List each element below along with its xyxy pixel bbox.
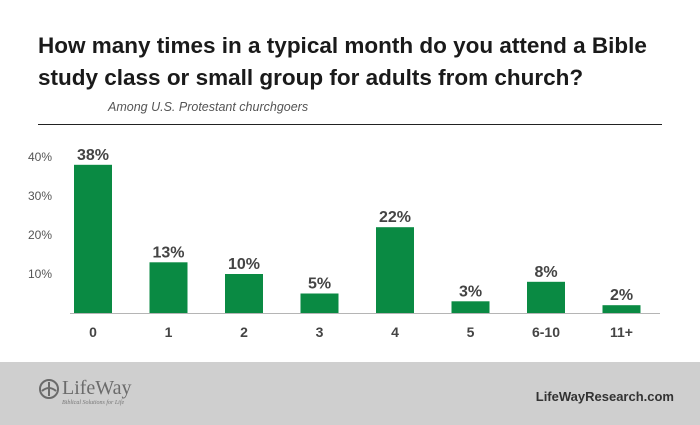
bar-data-label: 3% (459, 283, 482, 300)
bar (225, 274, 263, 313)
lifeway-logo-icon (39, 379, 59, 399)
bar-data-label: 5% (308, 276, 331, 293)
bar-data-label: 2% (610, 287, 633, 304)
bar (376, 227, 414, 313)
y-tick-label: 40% (28, 150, 52, 164)
chart-subtitle: Among U.S. Protestant churchgoers (108, 100, 309, 114)
bar-data-label: 38% (77, 147, 109, 164)
x-tick-label: 4 (391, 324, 399, 340)
bar-chart: 10% 20% 30% 40% 38% 0 13% 1 10% 2 5% 3 22% 4 3% 5 8% 6-10… (28, 147, 660, 340)
y-tick-label: 20% (28, 228, 52, 242)
bar (149, 262, 188, 313)
lifeway-logo: LifeWay Biblical Solutions for Life (38, 376, 148, 412)
logo-tagline: Biblical Solutions for Life (62, 400, 125, 406)
bar-data-label: 22% (379, 209, 411, 226)
site-url-link[interactable]: LifeWayResearch.com (535, 389, 674, 404)
title-divider (38, 124, 662, 125)
bar (74, 164, 112, 313)
bar (527, 281, 565, 313)
x-tick-label: 11+ (610, 324, 633, 340)
bar (300, 293, 339, 313)
y-tick-label: 10% (28, 267, 52, 281)
x-tick-label: 1 (165, 324, 173, 340)
bar-data-label: 13% (152, 244, 184, 261)
chart-title: How many times in a typical month do you… (38, 33, 647, 90)
bar-data-label: 8% (534, 264, 557, 281)
bar (602, 305, 641, 313)
x-tick-label: 0 (89, 324, 97, 340)
logo-wordmark: LifeWay (62, 377, 132, 399)
x-tick-label: 2 (240, 324, 248, 340)
x-tick-label: 6-10 (532, 324, 560, 340)
bar-data-label: 10% (228, 256, 260, 273)
footer-bar: LifeWay Biblical Solutions for Life Life… (0, 362, 700, 425)
y-tick-label: 30% (28, 189, 52, 203)
x-tick-label: 5 (467, 324, 475, 340)
x-tick-label: 3 (316, 324, 324, 340)
bar (451, 301, 490, 313)
